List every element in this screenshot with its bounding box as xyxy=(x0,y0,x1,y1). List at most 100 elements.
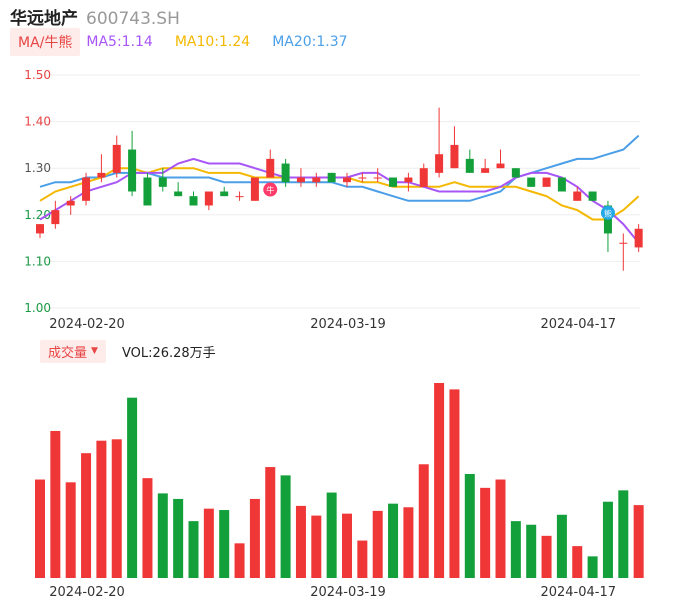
candle-body xyxy=(435,154,444,173)
candle-body xyxy=(634,228,643,248)
candle-body xyxy=(235,196,244,198)
signal-label: 熊 xyxy=(604,208,612,218)
price-tick-label: 1.00 xyxy=(24,301,51,315)
ma-mode-button[interactable]: MA/牛熊 xyxy=(10,28,81,56)
volume-bar xyxy=(96,440,107,578)
candle-body xyxy=(450,144,459,169)
candle-body xyxy=(465,158,474,173)
candle xyxy=(143,172,152,206)
candle-body xyxy=(97,172,106,178)
candle-body xyxy=(204,191,213,206)
volume-bar xyxy=(449,389,460,578)
volume-bar xyxy=(618,490,629,578)
date-axis: 2024-02-20 2024-03-19 2024-04-17 xyxy=(49,317,616,332)
candle xyxy=(465,149,474,173)
candle xyxy=(235,191,244,201)
candle xyxy=(634,224,643,253)
candle xyxy=(281,158,290,187)
volume-chart[interactable]: 2024-02-20 2024-03-19 2024-04-17 xyxy=(0,361,686,606)
candle xyxy=(373,168,382,183)
candle xyxy=(389,177,398,187)
volume-bar xyxy=(35,479,45,578)
caret-down-icon: ▼ xyxy=(91,346,98,356)
volume-bar xyxy=(188,521,199,578)
stock-name: 华远地产 xyxy=(10,9,78,29)
price-axis: 1.50 1.40 1.30 1.20 1.10 1.00 xyxy=(24,68,51,315)
candle-body xyxy=(296,177,305,183)
candlestick-chart[interactable]: 1.501.401.301.201.101.00 牛熊 2024-02-20 20… xyxy=(0,0,686,340)
volume-date-tick-label: 2024-04-17 xyxy=(540,585,616,600)
volume-bar xyxy=(50,430,61,578)
bear-icon xyxy=(600,205,615,220)
candle-body xyxy=(542,177,551,187)
volume-bar xyxy=(295,505,306,578)
candle-body xyxy=(481,168,490,173)
volume-bar xyxy=(510,521,521,578)
moving-averages xyxy=(39,134,640,244)
volume-bar xyxy=(173,498,184,578)
candle xyxy=(343,172,351,187)
candle xyxy=(511,168,520,178)
volume-bar xyxy=(556,514,567,578)
volume-bar xyxy=(388,503,399,578)
volume-bar xyxy=(142,478,153,578)
signal-markers: 牛熊 xyxy=(263,182,615,220)
candle xyxy=(327,172,336,183)
candle xyxy=(51,200,60,229)
candle xyxy=(358,172,367,183)
ma5-legend: MA5:1.14 xyxy=(86,34,153,50)
candle-body xyxy=(511,168,520,178)
volume-bar xyxy=(265,467,276,578)
candle-body xyxy=(36,224,44,234)
candle-body xyxy=(573,191,582,201)
candle xyxy=(404,172,413,192)
candle-body xyxy=(619,242,628,244)
volume-date-tick-label: 2024-02-20 xyxy=(49,585,125,600)
candle xyxy=(481,158,490,173)
price-tick-label: 1.20 xyxy=(24,208,51,222)
volume-bar xyxy=(633,505,644,578)
candle xyxy=(174,182,183,197)
candle xyxy=(435,107,444,178)
volume-bars xyxy=(35,383,644,578)
volume-mode-button[interactable]: 成交量 ▼ xyxy=(40,339,106,363)
price-grid xyxy=(35,74,640,309)
candle-body xyxy=(358,177,367,179)
candle xyxy=(588,191,597,201)
volume-mode-label: 成交量 xyxy=(48,345,88,361)
candle-body xyxy=(128,149,137,192)
volume-date-tick-label: 2024-03-19 xyxy=(310,585,386,600)
volume-bar xyxy=(234,543,245,578)
stock-code: 600743.SH xyxy=(86,9,180,29)
candle-body xyxy=(588,191,597,201)
candle xyxy=(66,196,75,215)
candle-body xyxy=(220,191,229,197)
candle-body xyxy=(82,177,91,201)
candle-body xyxy=(189,196,198,206)
ma5-line xyxy=(39,157,640,244)
volume-bar xyxy=(372,510,383,578)
volume-bar xyxy=(418,464,429,578)
candle-body xyxy=(557,177,566,192)
candle xyxy=(97,154,106,183)
candle xyxy=(189,191,198,206)
candle-body xyxy=(51,210,60,225)
candle-body xyxy=(266,158,275,178)
bull-icon xyxy=(263,182,278,197)
bear-marker: 熊 xyxy=(600,205,615,220)
candle-body xyxy=(343,177,351,183)
price-tick-label: 1.30 xyxy=(24,161,51,175)
candle xyxy=(573,186,582,201)
volume-bar xyxy=(111,439,122,578)
volume-bar xyxy=(403,507,414,578)
candle-body xyxy=(112,144,121,173)
ma20-legend: MA20:1.37 xyxy=(272,34,348,50)
candle xyxy=(619,233,628,271)
candle-body xyxy=(158,177,167,187)
candle xyxy=(112,135,121,178)
candle-body xyxy=(250,177,259,201)
volume-date-axis: 2024-02-20 2024-03-19 2024-04-17 xyxy=(49,585,616,600)
volume-bar xyxy=(203,508,214,578)
volume-bar xyxy=(342,513,352,578)
candle-body xyxy=(143,177,152,206)
